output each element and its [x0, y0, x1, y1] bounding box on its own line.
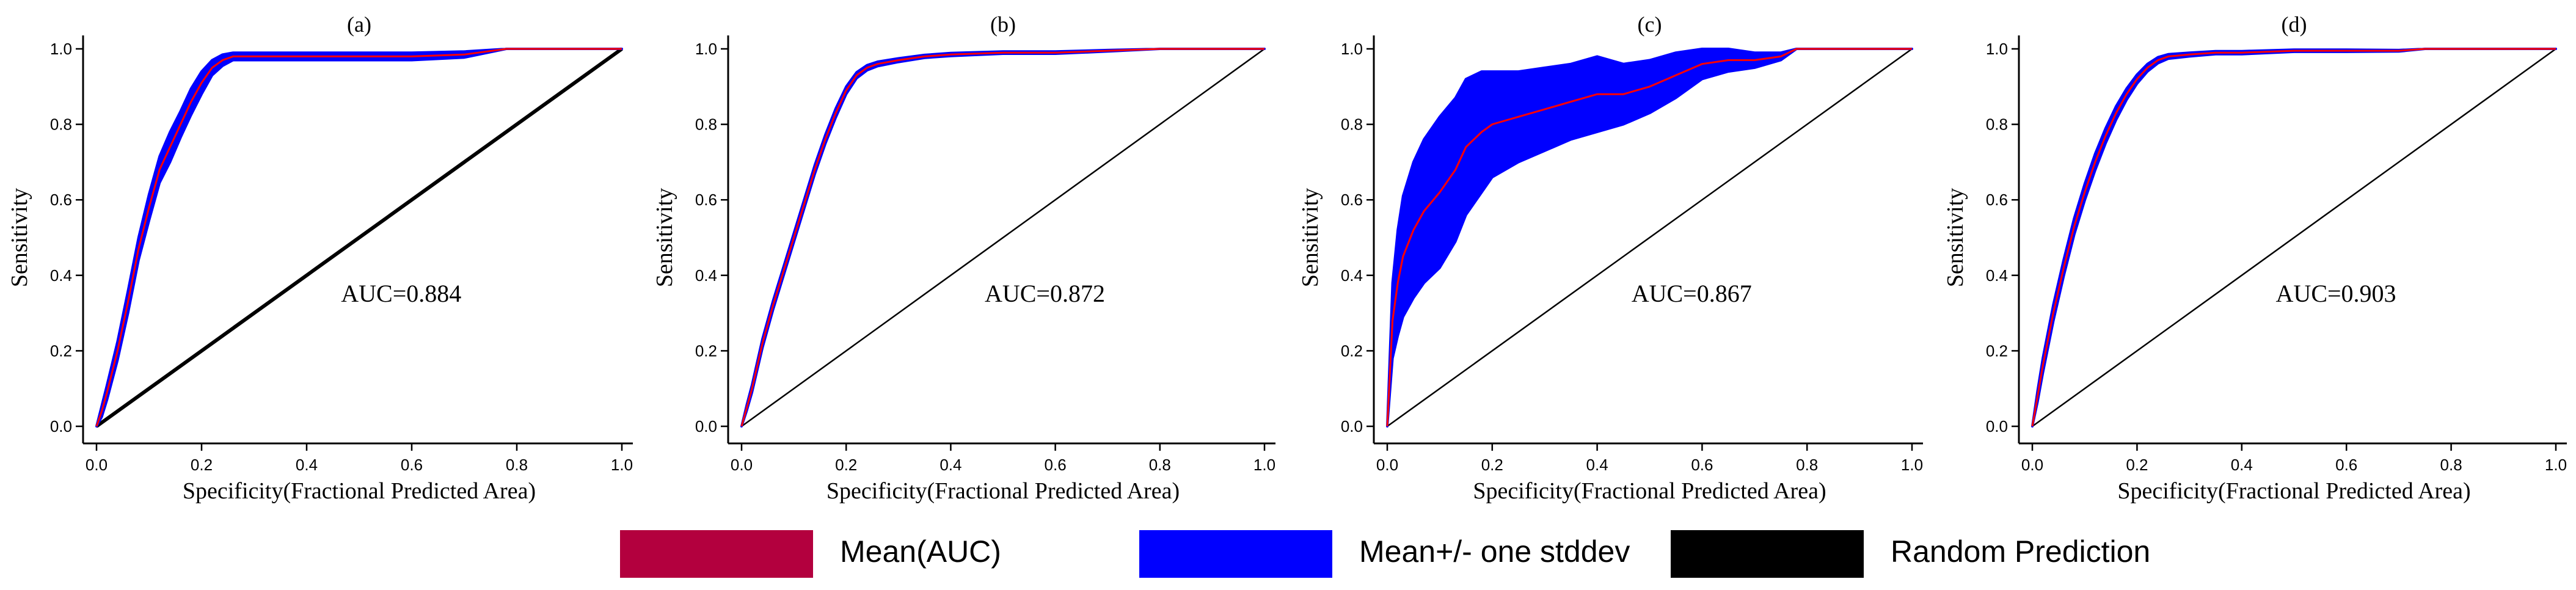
- panel-title: (c): [1638, 12, 1662, 37]
- x-tick-label: 0.2: [2126, 456, 2148, 474]
- y-tick-label: 0.6: [50, 191, 72, 209]
- y-tick-label: 1.0: [50, 40, 72, 58]
- x-tick-label: 0.0: [2021, 456, 2043, 474]
- y-tick-label: 0.6: [1986, 191, 2008, 209]
- auc-annotation: AUC=0.884: [341, 280, 461, 307]
- panel-title: (a): [347, 12, 371, 37]
- x-tick-label: 0.4: [940, 456, 961, 474]
- y-tick-label: 0.4: [695, 266, 717, 285]
- legend-label: Mean(AUC): [840, 534, 1001, 569]
- mean-auc-line: [1386, 48, 1912, 427]
- x-tick-label: 1.0: [2545, 456, 2567, 474]
- roc-panel-d: (d) 0.0 0.2 0.4 0.6 0.8 1.0 0.0 0.2 0.4 0.6 0.8 1.0 S…: [1943, 12, 2567, 504]
- legend-item: Mean(AUC): [620, 530, 1001, 578]
- x-tick-label: 1.0: [1901, 456, 1923, 474]
- y-tick-label: 1.0: [1986, 40, 2008, 58]
- random-prediction-line: [95, 47, 623, 428]
- random-prediction-line: [1387, 48, 1913, 428]
- roc-panel-a: (a) 0.0 0.2 0.4 0.6 0.8 1.0 0.0 0.2 0.4 0.6 0.8 1.0 S…: [7, 12, 633, 504]
- y-axis-title: Sensitivity: [1943, 188, 1968, 288]
- y-tick-label: 0.2: [695, 341, 717, 360]
- x-tick-label: 0.8: [1796, 456, 1818, 474]
- y-tick-label: 0.0: [1986, 417, 2008, 435]
- x-tick-label: 0.6: [1045, 456, 1067, 474]
- y-tick-label: 1.0: [1341, 40, 1363, 58]
- x-axis-title: Specificity(Fractional Predicted Area): [1473, 478, 1826, 504]
- legend-swatch: [1671, 530, 1864, 578]
- y-tick-label: 0.2: [50, 341, 72, 360]
- y-axis-title: Sensitivity: [652, 188, 677, 288]
- legend: Mean(AUC) Mean+/- one stddev Random Predic…: [620, 530, 2150, 578]
- x-axis-title: Specificity(Fractional Predicted Area): [2117, 478, 2470, 504]
- roc-panel-b: (b) 0.0 0.2 0.4 0.6 0.8 1.0 0.0 0.2 0.4 0.6 0.8 1.0 S…: [652, 12, 1275, 504]
- x-axis-title: Specificity(Fractional Predicted Area): [826, 478, 1180, 504]
- y-axis-title: Sensitivity: [7, 188, 32, 288]
- auc-annotation: AUC=0.903: [2276, 280, 2396, 307]
- y-tick-label: 1.0: [695, 40, 717, 58]
- x-tick-label: 0.2: [835, 456, 857, 474]
- y-tick-label: 0.8: [1341, 115, 1363, 134]
- x-tick-label: 0.0: [731, 456, 753, 474]
- y-tick-label: 0.2: [1341, 341, 1363, 360]
- x-tick-label: 1.0: [1253, 456, 1275, 474]
- x-tick-label: 0.4: [2231, 456, 2253, 474]
- random-prediction-line: [2032, 48, 2556, 428]
- y-tick-label: 0.6: [1341, 191, 1363, 209]
- legend-label: Random Prediction: [1891, 534, 2150, 569]
- x-tick-label: 0.0: [1376, 456, 1398, 474]
- mean-auc-line: [95, 48, 622, 427]
- y-tick-label: 0.4: [1341, 266, 1363, 285]
- x-tick-label: 0.4: [296, 456, 318, 474]
- legend-swatch: [1139, 530, 1332, 578]
- x-tick-label: 0.2: [191, 456, 213, 474]
- y-tick-label: 0.8: [695, 115, 717, 134]
- y-tick-label: 0.0: [695, 417, 717, 435]
- x-tick-label: 0.6: [2335, 456, 2357, 474]
- y-tick-label: 0.4: [50, 266, 72, 285]
- x-tick-label: 0.8: [506, 456, 528, 474]
- x-tick-label: 0.2: [1481, 456, 1503, 474]
- y-tick-label: 0.0: [50, 417, 72, 435]
- panel-title: (d): [2282, 12, 2307, 37]
- y-tick-label: 0.6: [695, 191, 717, 209]
- auc-annotation: AUC=0.867: [1632, 280, 1752, 307]
- random-prediction-line: [741, 48, 1265, 428]
- y-tick-label: 0.8: [50, 115, 72, 134]
- legend-item: Mean+/- one stddev: [1139, 530, 1630, 578]
- panel-title: (b): [990, 12, 1016, 37]
- x-tick-label: 0.6: [401, 456, 423, 474]
- mean-auc-line: [740, 48, 1264, 427]
- x-tick-label: 0.8: [1149, 456, 1171, 474]
- x-axis-title: Specificity(Fractional Predicted Area): [183, 478, 536, 504]
- auc-annotation: AUC=0.872: [985, 280, 1105, 307]
- legend-item: Random Prediction: [1671, 530, 2150, 578]
- y-tick-label: 0.8: [1986, 115, 2008, 134]
- mean-auc-line: [2031, 48, 2556, 427]
- legend-label: Mean+/- one stddev: [1359, 534, 1630, 569]
- x-tick-label: 0.0: [86, 456, 108, 474]
- legend-swatch: [620, 530, 813, 578]
- x-tick-label: 1.0: [611, 456, 633, 474]
- y-tick-label: 0.0: [1341, 417, 1363, 435]
- y-tick-label: 0.4: [1986, 266, 2008, 285]
- x-tick-label: 0.4: [1586, 456, 1608, 474]
- x-tick-label: 0.6: [1691, 456, 1713, 474]
- y-tick-label: 0.2: [1986, 341, 2008, 360]
- x-tick-label: 0.8: [2440, 456, 2462, 474]
- y-axis-title: Sensitivity: [1297, 188, 1323, 288]
- roc-panel-c: (c) 0.0 0.2 0.4 0.6 0.8 1.0 0.0 0.2 0.4 0.6 0.8 1.0 S…: [1297, 12, 1923, 504]
